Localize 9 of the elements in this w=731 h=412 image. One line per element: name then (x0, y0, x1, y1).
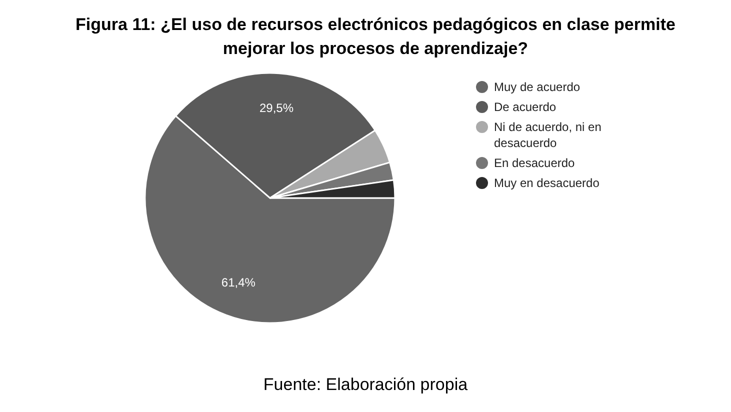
legend-label: En desacuerdo (494, 156, 576, 170)
legend-label: Ni de acuerdo, ni en desacuerdo (494, 120, 602, 150)
data-label: 61,4% (221, 275, 256, 290)
legend-label: Muy de acuerdo (494, 80, 580, 94)
data-label: 29,5% (259, 101, 294, 116)
legend-label: De acuerdo (494, 100, 556, 114)
legend-label: Muy en desacuerdo (494, 176, 600, 190)
chart-title: Figura 11: ¿El uso de recursos electrónicos pedagógicos en clase permite mejorar los procesos de aprendizaje? (76, 15, 676, 58)
source-note: Fuente: Elaboración propia (263, 375, 468, 394)
